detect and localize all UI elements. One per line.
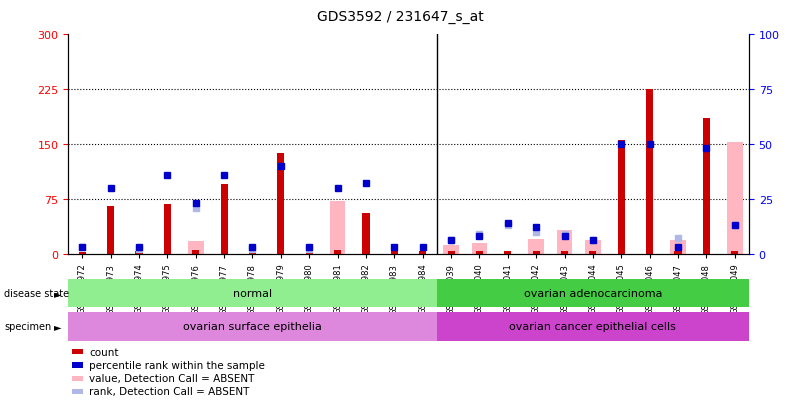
- Bar: [249, 252, 256, 254]
- Bar: [585, 241, 601, 254]
- Text: count: count: [89, 347, 119, 357]
- Bar: [646, 90, 653, 254]
- Bar: [306, 252, 312, 254]
- Bar: [472, 243, 487, 254]
- Text: specimen: specimen: [4, 322, 51, 332]
- Text: GDS3592 / 231647_s_at: GDS3592 / 231647_s_at: [317, 10, 484, 24]
- Text: ►: ►: [54, 322, 62, 332]
- Bar: [107, 206, 115, 254]
- Bar: [220, 185, 227, 254]
- Text: rank, Detection Call = ABSENT: rank, Detection Call = ABSENT: [89, 387, 249, 396]
- Bar: [557, 230, 573, 254]
- Bar: [529, 240, 544, 254]
- Bar: [192, 250, 199, 254]
- Bar: [533, 252, 540, 254]
- Text: ►: ►: [54, 289, 62, 299]
- Bar: [188, 242, 203, 254]
- Bar: [702, 119, 710, 254]
- Text: ovarian cancer epithelial cells: ovarian cancer epithelial cells: [509, 322, 676, 332]
- Bar: [448, 252, 455, 254]
- Bar: [164, 204, 171, 254]
- Bar: [277, 154, 284, 254]
- Bar: [362, 214, 369, 254]
- Bar: [135, 252, 143, 254]
- Bar: [334, 250, 341, 254]
- Bar: [443, 245, 459, 254]
- Text: ovarian surface epithelia: ovarian surface epithelia: [183, 322, 322, 332]
- Bar: [670, 241, 686, 254]
- Bar: [590, 252, 597, 254]
- Bar: [674, 252, 682, 254]
- Bar: [731, 252, 739, 254]
- Bar: [561, 252, 568, 254]
- Text: ovarian adenocarcinoma: ovarian adenocarcinoma: [524, 289, 662, 299]
- Bar: [476, 252, 483, 254]
- Text: value, Detection Call = ABSENT: value, Detection Call = ABSENT: [89, 373, 254, 383]
- Bar: [727, 143, 743, 254]
- Bar: [419, 252, 426, 254]
- Text: disease state: disease state: [4, 289, 69, 299]
- Bar: [391, 250, 398, 254]
- Bar: [78, 252, 86, 254]
- Text: normal: normal: [233, 289, 272, 299]
- Text: percentile rank within the sample: percentile rank within the sample: [89, 360, 265, 370]
- Bar: [505, 252, 511, 254]
- Bar: [618, 141, 625, 254]
- Bar: [330, 202, 345, 254]
